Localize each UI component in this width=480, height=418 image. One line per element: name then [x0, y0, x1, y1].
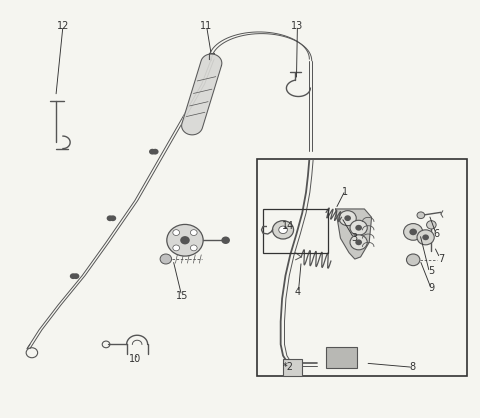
Text: 5: 5	[428, 267, 434, 276]
Text: 9: 9	[428, 283, 434, 293]
Circle shape	[409, 229, 417, 235]
Circle shape	[339, 211, 356, 226]
Circle shape	[427, 221, 436, 229]
Circle shape	[149, 149, 156, 155]
Circle shape	[407, 254, 420, 266]
Text: *2: *2	[282, 362, 293, 372]
Circle shape	[72, 273, 79, 279]
Circle shape	[422, 234, 429, 240]
Polygon shape	[336, 209, 372, 259]
Text: 15: 15	[177, 291, 189, 301]
Circle shape	[160, 254, 171, 264]
Circle shape	[173, 245, 180, 251]
Circle shape	[350, 235, 367, 250]
Circle shape	[70, 273, 76, 279]
Circle shape	[350, 220, 367, 235]
Circle shape	[191, 229, 197, 235]
Text: 1: 1	[342, 187, 348, 197]
Circle shape	[355, 225, 362, 231]
Circle shape	[107, 215, 113, 221]
Bar	[283, 359, 302, 376]
Text: 3: 3	[352, 233, 358, 243]
Circle shape	[221, 237, 230, 244]
Text: 13: 13	[291, 21, 303, 31]
Text: 4: 4	[294, 287, 300, 297]
Text: 14: 14	[282, 221, 294, 231]
Circle shape	[344, 215, 351, 221]
Circle shape	[109, 215, 116, 221]
Circle shape	[417, 212, 425, 219]
Circle shape	[404, 224, 423, 240]
Text: 11: 11	[200, 21, 213, 31]
Text: 6: 6	[433, 229, 439, 239]
Circle shape	[191, 245, 197, 251]
Circle shape	[152, 149, 158, 155]
Circle shape	[173, 229, 180, 235]
Circle shape	[355, 240, 362, 245]
Circle shape	[180, 236, 190, 245]
Circle shape	[279, 226, 288, 234]
Bar	[263, 209, 327, 253]
Text: 7: 7	[438, 254, 444, 264]
Bar	[257, 159, 467, 376]
Text: 10: 10	[129, 354, 141, 364]
Circle shape	[273, 221, 294, 239]
Circle shape	[417, 230, 434, 245]
Text: 12: 12	[57, 21, 69, 31]
Polygon shape	[181, 54, 222, 135]
Text: 8: 8	[409, 362, 415, 372]
Circle shape	[167, 224, 203, 256]
Bar	[326, 347, 357, 368]
